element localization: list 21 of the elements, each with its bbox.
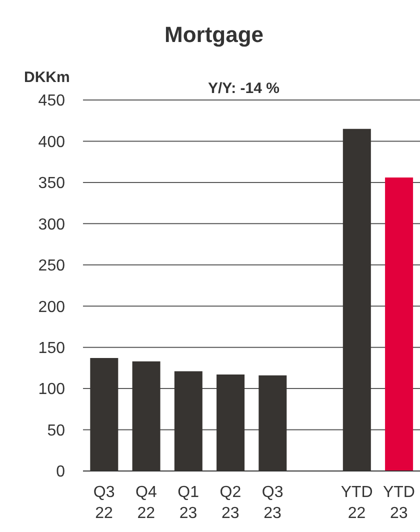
y-tick-label: 250 xyxy=(38,258,66,275)
x-tick-label: YTD 23 xyxy=(382,484,415,522)
y-axis-title: DKKm xyxy=(24,69,70,86)
chart-title: Mortgage xyxy=(164,22,264,48)
y-tick-label: 200 xyxy=(38,298,66,316)
x-tick-label: Q3 22 xyxy=(93,484,115,522)
x-tick-label: Q4 22 xyxy=(136,484,157,522)
bar xyxy=(385,178,414,471)
x-tick-label: YTD 22 xyxy=(340,484,373,522)
y-tick-label: 350 xyxy=(38,175,66,192)
y-tick-label: 100 xyxy=(38,381,66,398)
y-tick-label: 400 xyxy=(38,134,66,151)
y-tick-label: 300 xyxy=(38,216,66,234)
y-tick-label: 0 xyxy=(56,464,66,481)
text: Y/Y: -14 % xyxy=(208,80,280,97)
x-tick-label: Q3 23 xyxy=(262,484,284,522)
y-tick-label: 50 xyxy=(47,422,66,440)
y-tick-label: 450 xyxy=(38,92,66,110)
x-tick-label: Q1 23 xyxy=(178,484,200,522)
y-tick-label: 150 xyxy=(38,340,66,358)
x-tick-label: Q2 23 xyxy=(220,484,242,522)
